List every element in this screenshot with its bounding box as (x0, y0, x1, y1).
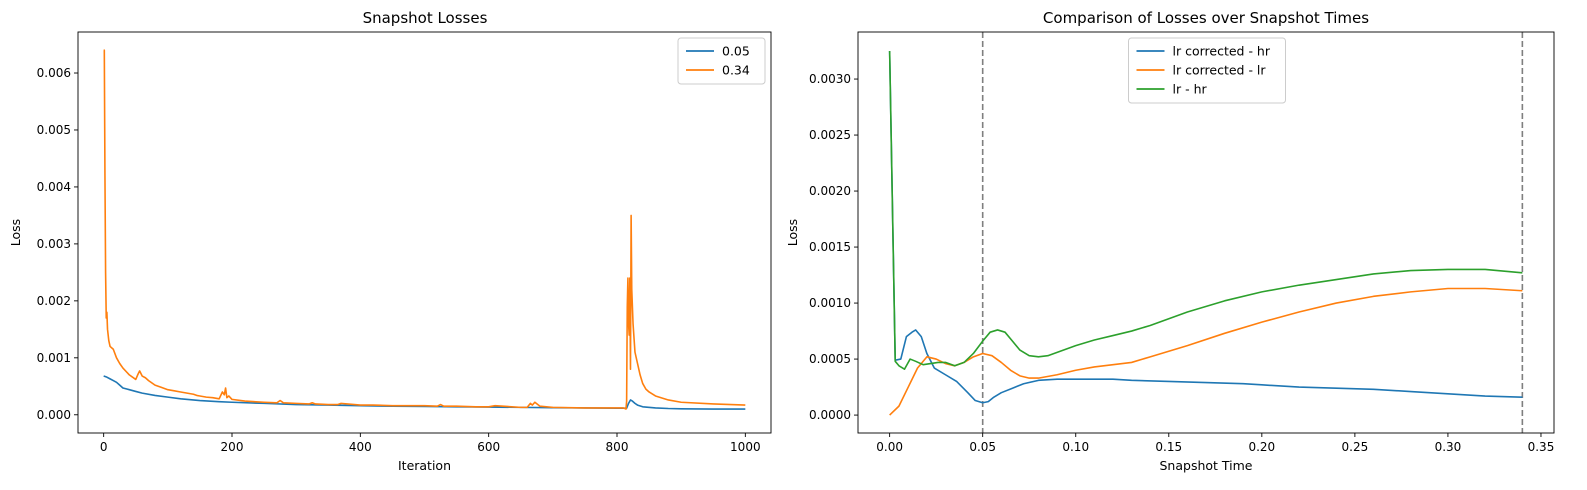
y-tick-label: 0.0005 (809, 352, 851, 366)
y-tick-label: 0.0010 (809, 296, 851, 310)
x-tick-label: 0.25 (1342, 440, 1369, 454)
y-tick-label: 0.003 (37, 237, 71, 251)
x-tick-label: 0 (100, 440, 108, 454)
x-tick-label: 0.05 (969, 440, 996, 454)
series-line-lr-corrected-hr (888, 51, 1523, 404)
y-tick-label: 0.006 (37, 66, 71, 80)
series-line-lr-corrected-lr (889, 287, 1523, 416)
legend: 0.05 0.34 (677, 37, 766, 85)
y-tick-label: 0.0025 (809, 128, 851, 142)
y-tick-label: 0.004 (37, 180, 71, 194)
legend-label: lr corrected - lr (1173, 63, 1267, 78)
chart-title: Snapshot Losses (363, 9, 488, 27)
chart-title: Comparison of Losses over Snapshot Times (1043, 9, 1369, 27)
legend-box (677, 37, 766, 85)
y-tick-label: 0.000 (37, 408, 71, 422)
y-tick-label: 0.002 (37, 294, 71, 308)
x-tick-label: 1000 (730, 440, 761, 454)
legend-label: lr corrected - hr (1173, 44, 1271, 59)
series-line-lr-hr (888, 51, 1523, 370)
legend-label: 0.05 (722, 44, 750, 59)
y-tick-label: 0.0000 (809, 408, 851, 422)
legend-label: lr - hr (1173, 82, 1208, 97)
x-axis-label: Iteration (398, 458, 451, 473)
y-tick-label: 0.0030 (809, 72, 851, 86)
legend-label: 0.34 (722, 63, 750, 78)
y-tick-label: 0.0015 (809, 240, 851, 254)
x-tick-label: 600 (477, 440, 500, 454)
plot-frame (857, 31, 1555, 434)
legend-box (1128, 37, 1286, 104)
x-tick-label: 0.00 (876, 440, 903, 454)
y-tick-label: 0.005 (37, 123, 71, 137)
x-tick-label: 0.15 (1155, 440, 1182, 454)
series-line-0-34 (103, 49, 746, 410)
x-tick-label: 800 (606, 440, 629, 454)
y-tick-label: 0.001 (37, 351, 71, 365)
x-tick-label: 200 (221, 440, 244, 454)
x-axis-label: Snapshot Time (1160, 458, 1253, 473)
x-tick-label: 0.20 (1248, 440, 1275, 454)
y-axis-label: Loss (785, 219, 800, 246)
chart-1: Snapshot Losses 0 200 400 600 800 1000 0.000 0.0… (8, 9, 772, 473)
x-tick-label: 400 (349, 440, 372, 454)
x-tick-label: 0.30 (1435, 440, 1462, 454)
x-tick-label: 0.10 (1062, 440, 1089, 454)
chart-2: Comparison of Losses over Snapshot Times… (785, 9, 1555, 473)
x-tick-label: 0.35 (1528, 440, 1555, 454)
y-axis-label: Loss (8, 219, 23, 246)
plot-frame (77, 31, 772, 434)
legend: lr corrected - hr lr corrected - lr lr - h… (1128, 37, 1286, 104)
y-tick-label: 0.0020 (809, 184, 851, 198)
